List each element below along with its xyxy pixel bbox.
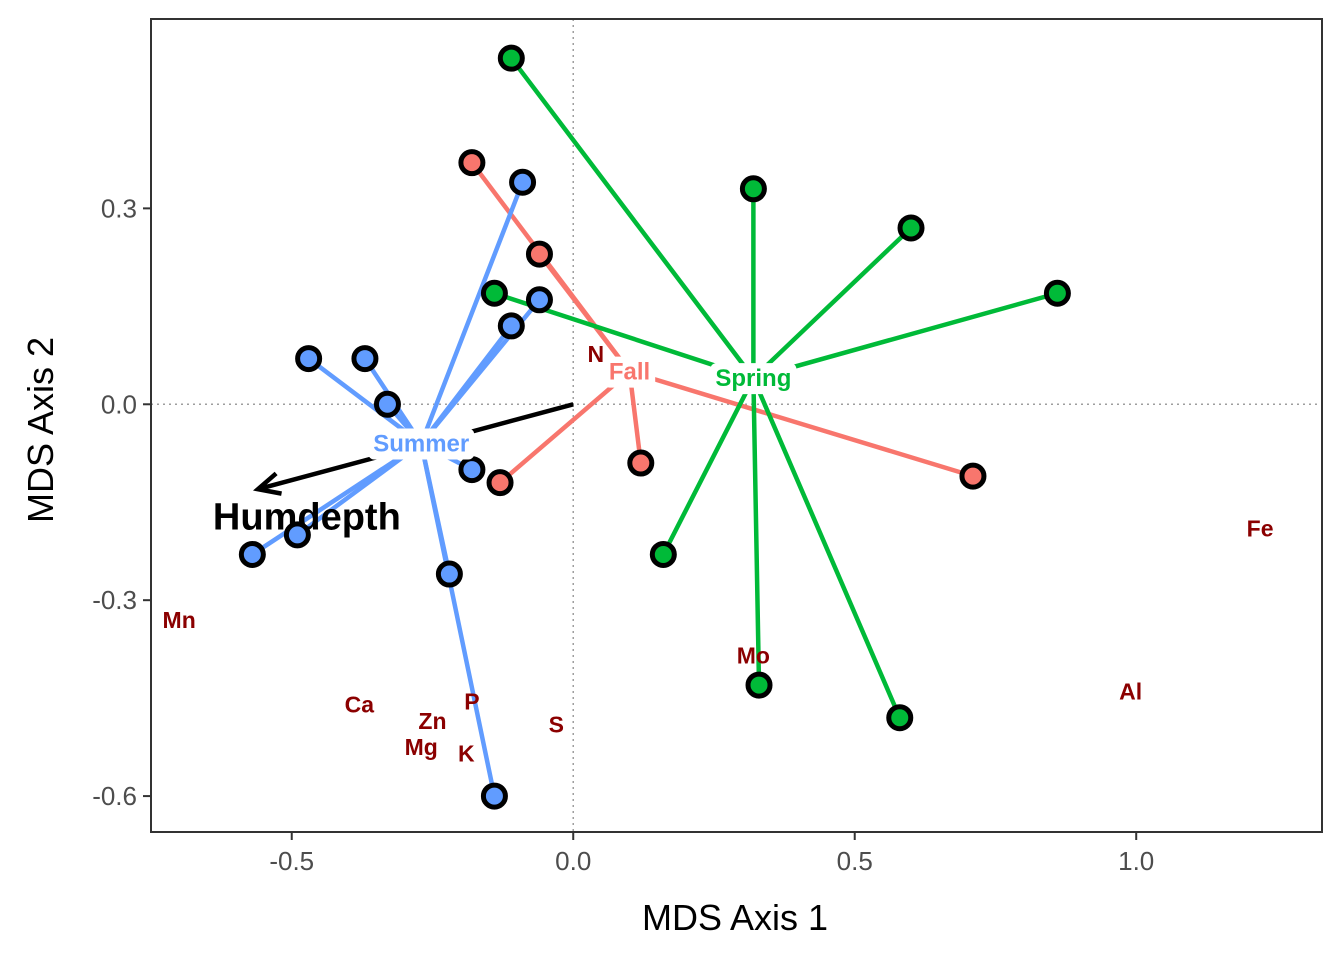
point-spring-3 [897,214,925,242]
point-summer-5 [351,345,379,373]
element-label-mo: Mo [737,643,770,669]
group-label-summer: Summer [368,428,475,460]
spider-line-spring-4 [751,291,1060,381]
point-spring-5 [480,279,508,307]
spider-line-summer-11 [418,441,497,799]
x-tick-label: 0.5 [837,846,873,876]
point-summer-1 [509,168,537,196]
point-summer-2 [525,286,553,314]
group-label-spring: Spring [710,363,797,395]
panel-border [150,18,1323,833]
element-label-mn: Mn [163,607,196,633]
element-label-fe: Fe [1247,515,1274,541]
element-label-p: P [464,688,479,714]
group-spider-lines [250,55,1060,799]
group-label-bg-spring [710,363,797,395]
element-label-n: N [587,341,604,367]
spider-line-spring-7 [751,375,762,688]
x-tick-label: 0.0 [555,846,591,876]
point-summer-9 [283,521,311,549]
spider-line-fall-4 [497,369,632,485]
point-spring-4 [1043,279,1071,307]
group-label-bg-fall [603,356,656,388]
element-label-k: K [458,741,475,767]
group-label-text-spring: Spring [715,365,791,392]
spider-line-spring-1 [509,55,756,381]
point-summer-11 [480,782,508,810]
group-label-bg-summer [368,428,475,460]
x-tick-label: 1.0 [1118,846,1154,876]
element-label-ca: Ca [345,692,375,718]
element-label-al: Al [1119,679,1142,705]
point-spring-2 [739,175,767,203]
x-axis: -0.5 0.0 0.5 1.0 [269,832,1154,876]
point-spring-1 [497,44,525,72]
y-tick-label: 0.3 [101,193,137,223]
spider-line-summer-1 [418,180,525,446]
point-fall-1 [458,149,486,177]
vector-arrowhead [252,471,282,496]
group-label-text-summer: Summer [373,430,469,457]
point-summer-10 [435,560,463,588]
point-fall-4 [486,469,514,497]
point-fall-5 [959,462,987,490]
element-label-mg: Mg [405,734,438,760]
x-tick-label: -0.5 [269,846,314,876]
point-summer-6 [373,390,401,418]
spider-line-spring-6 [661,375,756,557]
element-labels: N Fe Mn Mo Al Ca P Zn S Mg K [163,341,1274,767]
point-summer-7 [458,456,486,484]
group-labels: Fall Spring Summer [368,356,797,460]
point-fall-3 [627,449,655,477]
spider-line-fall-2 [537,251,632,374]
y-axis: -0.6 -0.3 0.0 0.3 [92,193,151,811]
spider-line-spring-8 [751,375,903,720]
x-axis-title: MDS Axis 1 [642,897,828,938]
point-spring-6 [649,540,677,568]
spider-line-summer-3 [418,323,514,446]
y-axis-title: MDS Axis 2 [20,337,61,523]
y-tick-label: 0.0 [101,389,137,419]
group-label-fall: Fall [603,356,656,388]
y-tick-label: -0.3 [92,585,137,615]
point-summer-3 [497,312,525,340]
element-label-zn: Zn [418,708,446,734]
point-spring-7 [745,671,773,699]
sample-points [238,44,1071,810]
element-label-s: S [549,711,564,737]
point-summer-4 [295,345,323,373]
y-tick-label: -0.6 [92,781,137,811]
group-label-text-fall: Fall [609,359,650,386]
point-summer-8 [238,540,266,568]
spider-line-spring-3 [751,225,914,381]
spider-line-fall-5 [627,369,976,479]
point-spring-8 [886,704,914,732]
point-fall-2 [525,240,553,268]
